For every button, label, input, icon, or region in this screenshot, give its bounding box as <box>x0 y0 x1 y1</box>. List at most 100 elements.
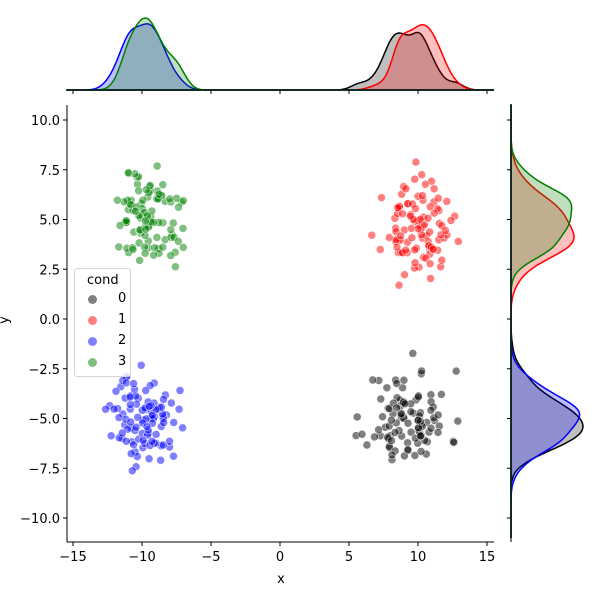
scatter-point <box>169 418 178 427</box>
scatter-point <box>134 186 143 196</box>
scatter-point <box>148 410 157 420</box>
scatter-point <box>426 390 436 400</box>
scatter-point <box>387 450 397 460</box>
scatter-point <box>128 466 137 476</box>
scatter-point <box>392 379 402 388</box>
scatter-point <box>429 184 439 194</box>
scatter-point <box>437 255 447 265</box>
legend-item-0: 0 <box>75 290 132 310</box>
scatter-point <box>449 438 459 447</box>
scatter-point <box>124 168 133 177</box>
scatter-point <box>141 224 151 234</box>
scatter-point <box>442 197 452 206</box>
scatter-point <box>178 224 188 233</box>
y-tick-label: −10.0 <box>20 512 60 527</box>
scatter-point <box>159 418 168 427</box>
scatter-point <box>394 280 404 290</box>
scatter-point <box>133 412 142 422</box>
scatter-point <box>401 245 411 255</box>
scatter-point <box>426 405 436 415</box>
scatter-point <box>390 428 400 437</box>
scatter-point <box>396 409 406 418</box>
scatter-point <box>425 259 435 269</box>
scatter-point <box>421 180 430 189</box>
scatter-points <box>101 157 463 476</box>
scatter-point <box>152 233 162 242</box>
scatter-point <box>433 410 443 420</box>
scatter-point <box>142 185 151 194</box>
scatter-point <box>149 250 158 260</box>
scatter-point <box>159 395 168 404</box>
x-tick-label: −5 <box>201 550 220 565</box>
scatter-point <box>411 157 421 167</box>
scatter-point <box>101 404 110 414</box>
legend-label-0: 0 <box>118 291 127 306</box>
scatter-point <box>429 208 439 218</box>
scatter-point <box>417 366 426 376</box>
scatter-point <box>428 245 438 254</box>
x-tick-label: 10 <box>410 550 427 565</box>
scatter-point <box>453 416 463 426</box>
y-tick-label: 2.5 <box>39 263 60 278</box>
scatter-point <box>125 392 135 402</box>
scatter-point <box>128 245 138 254</box>
scatter-point <box>122 436 131 446</box>
legend-label-3: 3 <box>118 354 127 369</box>
scatter-point <box>156 455 165 465</box>
scatter-point <box>400 270 409 280</box>
scatter-point <box>175 386 185 395</box>
scatter-point <box>411 204 420 213</box>
scatter-point <box>126 417 135 427</box>
scatter-point <box>426 274 435 283</box>
scatter-point <box>446 216 456 225</box>
scatter-point <box>415 431 425 441</box>
scatter-point <box>374 425 383 435</box>
scatter-point <box>169 218 178 228</box>
scatter-point <box>423 214 433 223</box>
scatter-point <box>382 383 392 393</box>
scatter-point <box>370 432 379 442</box>
scatter-point <box>398 209 407 218</box>
legend: cond 0 1 2 3 <box>74 268 131 377</box>
scatter-point <box>403 418 413 428</box>
y-tick-label: 5.0 <box>39 214 60 229</box>
kde-y-3 <box>510 104 573 538</box>
scatter-point <box>396 231 406 241</box>
scatter-point <box>158 440 168 450</box>
scatter-point <box>413 392 423 402</box>
scatter-point <box>179 243 188 252</box>
top-marginal-kde <box>66 17 494 94</box>
x-tick-label: 5 <box>345 550 353 565</box>
scatter-point <box>141 216 150 226</box>
legend-item-3: 3 <box>75 353 132 373</box>
scatter-point <box>165 436 174 446</box>
scatter-point <box>451 366 461 376</box>
scatter-point <box>174 237 183 246</box>
scatter-point <box>406 427 416 437</box>
scatter-point <box>376 394 386 404</box>
scatter-point <box>131 422 141 432</box>
scatter-point <box>152 161 162 171</box>
scatter-point <box>126 400 135 409</box>
legend-item-2: 2 <box>75 332 132 352</box>
scatter-point <box>122 216 131 225</box>
y-tick-label: −2.5 <box>28 363 60 378</box>
scatter-point <box>414 423 423 433</box>
scatter-point <box>433 428 443 437</box>
y-tick-label: 0.0 <box>39 313 60 328</box>
scatter-point <box>441 226 450 235</box>
scatter-point <box>433 193 443 203</box>
scatter-point <box>418 191 427 200</box>
legend-item-1: 1 <box>75 311 132 331</box>
scatter-point <box>131 206 140 216</box>
scatter-point <box>140 249 150 258</box>
scatter-point <box>352 412 362 422</box>
scatter-point <box>138 195 148 205</box>
x-tick-label: −10 <box>128 550 155 565</box>
axes: −15 −10 −5 0 5 10 1510.07.55.02.50.0−2.5−5.0−7… <box>20 105 495 565</box>
y-tick-label: −5.0 <box>28 413 60 428</box>
y-tick-label: −7.5 <box>28 462 60 477</box>
scatter-point <box>171 262 180 272</box>
scatter-point <box>387 436 396 446</box>
